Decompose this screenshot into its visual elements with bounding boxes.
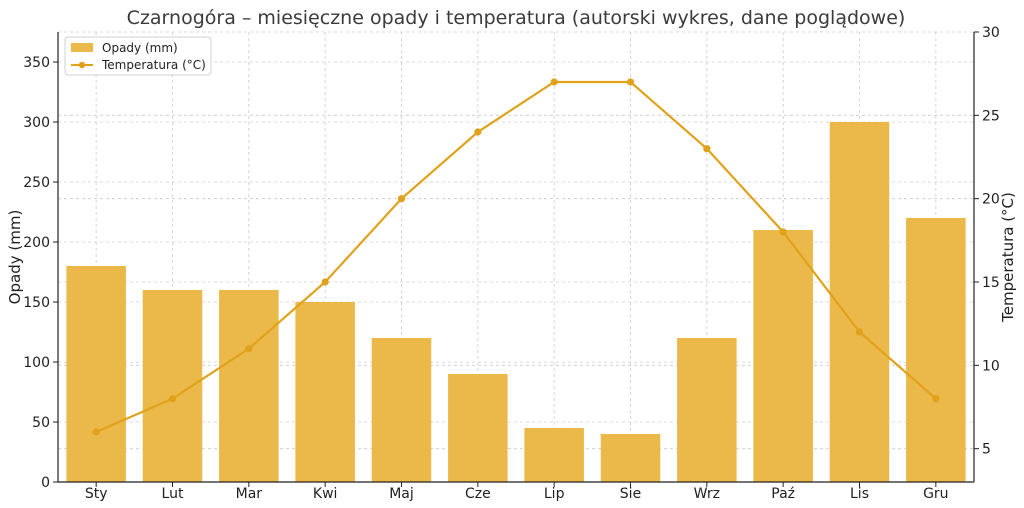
legend-bar-swatch [71, 43, 93, 52]
temperature-point [932, 395, 940, 403]
chart-title: Czarnogóra – miesięczne opady i temperat… [127, 7, 906, 29]
x-tick-label: Mar [236, 486, 263, 502]
y2-tick-label: 20 [982, 192, 1000, 208]
y-tick-label: 250 [23, 175, 50, 191]
x-tick-label: Sty [85, 486, 108, 502]
x-tick-label: Lut [162, 486, 184, 502]
legend-line-marker [78, 61, 86, 69]
bar [219, 290, 279, 482]
temperature-point [321, 278, 329, 286]
y-tick-label: 100 [23, 355, 50, 371]
y2-axis-label: Temperatura (°C) [999, 192, 1017, 323]
x-tick-label: Kwi [313, 486, 338, 502]
y-tick-label: 150 [23, 295, 50, 311]
legend-label-bar: Opady (mm) [102, 41, 178, 55]
y-tick-label: 350 [23, 55, 50, 71]
x-tick-label: Sie [620, 486, 641, 502]
x-tick-label: Lis [850, 486, 869, 502]
bar [524, 428, 584, 482]
x-tick-label: Maj [389, 486, 414, 502]
temperature-point [168, 395, 177, 403]
temperature-line [95, 80, 937, 434]
temperature-point [397, 195, 406, 203]
bar [906, 218, 966, 482]
x-tick-label: Wrz [694, 486, 720, 502]
temperature-point [550, 78, 558, 86]
y-tick-label: 50 [32, 415, 50, 431]
y-tick-label: 200 [23, 235, 50, 251]
y2-tick-label: 10 [982, 358, 1000, 374]
line-series [92, 78, 940, 436]
temperature-point [703, 145, 711, 153]
temperature-point [245, 345, 253, 353]
y2-tick-label: 25 [982, 108, 1000, 124]
legend-box [64, 36, 212, 76]
temperature-point [779, 228, 787, 236]
temperature-point [92, 428, 100, 436]
y-tick-label: 0 [41, 475, 50, 491]
bar [829, 122, 890, 482]
bar [677, 338, 737, 482]
x-tick-label: Gru [923, 486, 948, 502]
bar [295, 302, 355, 482]
x-tick-label: Paź [771, 486, 795, 502]
bar [600, 434, 661, 482]
legend-label-line: Temperatura (°C) [101, 58, 206, 72]
y-axis-label: Opady (mm) [6, 210, 24, 305]
bar [371, 338, 432, 482]
temperature-point [474, 128, 482, 136]
y2-tick-label: 15 [982, 275, 1000, 291]
temperature-point [855, 328, 864, 336]
y2-tick-label: 5 [982, 442, 991, 458]
axes: 0 50 100 150 200 250 300 350 5 10 15 20 25 30 Sty Lut Ma… [23, 25, 1000, 502]
y2-tick-label: 30 [982, 25, 1000, 41]
bar [66, 266, 126, 482]
bar [448, 374, 508, 482]
legend: Opady (mm) Temperatura (°C) [64, 36, 212, 76]
x-tick-label: Lip [544, 486, 565, 502]
x-tick-label: Cze [465, 486, 491, 502]
y-tick-label: 300 [23, 115, 50, 131]
temperature-point [626, 78, 635, 86]
bar [753, 230, 813, 482]
